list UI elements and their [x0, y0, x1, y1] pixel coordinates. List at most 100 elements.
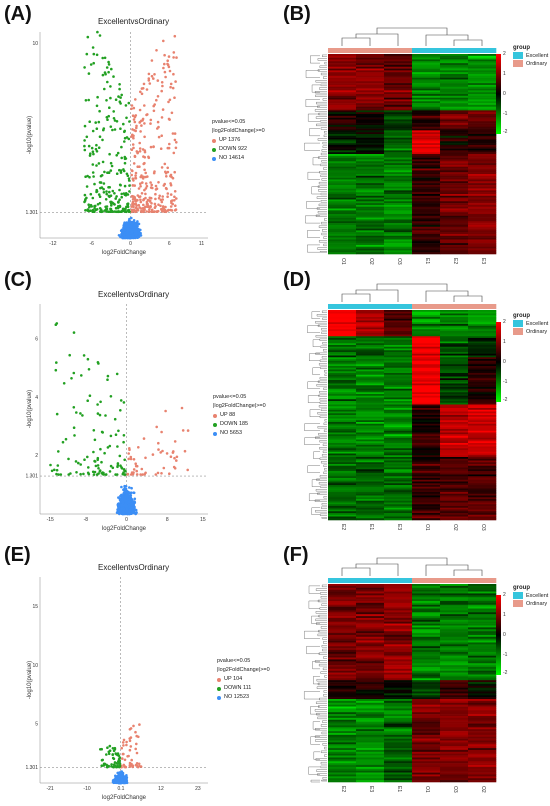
- data-point: [144, 192, 147, 196]
- heatmap-cell: [384, 166, 413, 169]
- heatmap-cell: [328, 150, 357, 153]
- heatmap-cell: [328, 183, 357, 186]
- heatmap-cell: [412, 366, 441, 369]
- data-point: [127, 754, 130, 758]
- heatmap-cell: [412, 497, 441, 500]
- heatmap-cell: [468, 380, 497, 383]
- data-point: [122, 468, 126, 471]
- data-point: [123, 458, 126, 462]
- heatmap-cell: [468, 318, 497, 321]
- heatmap-cell: [356, 430, 385, 433]
- data-point: [128, 184, 131, 187]
- heatmap-cell: [356, 360, 385, 363]
- data-point: [118, 759, 121, 762]
- heatmap-cell: [356, 117, 385, 120]
- column-label: O1: [340, 258, 346, 265]
- heatmap-cell: [384, 420, 413, 423]
- heatmap-cell: [356, 453, 385, 456]
- heatmap-cell: [328, 74, 357, 77]
- data-point: [72, 406, 76, 409]
- heatmap-cell: [440, 184, 469, 188]
- data-point: [81, 414, 84, 417]
- data-point: [156, 79, 160, 82]
- data-point: [157, 448, 160, 451]
- data-point: [128, 500, 132, 504]
- heatmap-cell: [440, 422, 469, 425]
- heatmap-cell: [328, 199, 357, 202]
- heatmap-cell: [356, 90, 385, 93]
- heatmap-cell: [412, 70, 441, 73]
- heatmap-cell: [356, 409, 385, 412]
- heatmap-cell: [384, 190, 413, 193]
- data-point: [119, 409, 122, 412]
- heatmap-cell: [328, 168, 357, 171]
- heatmap-cell: [412, 439, 441, 442]
- heatmap-cell: [440, 139, 469, 142]
- heatmap-cell: [384, 186, 413, 189]
- dendrogram-branch: [324, 370, 327, 373]
- heatmap-cell: [468, 476, 497, 479]
- data-point: [128, 190, 131, 193]
- heatmap-cell: [384, 117, 413, 120]
- data-point: [164, 205, 167, 209]
- heatmap-cell: [440, 54, 469, 57]
- data-point: [146, 175, 149, 178]
- data-point: [132, 491, 136, 495]
- volcano-legend-a: pvalue<=0.05 |log2FoldChange|>=0 UP 1376…: [212, 118, 265, 163]
- heatmap-cell: [356, 443, 385, 446]
- heatmap-cell: [440, 121, 469, 124]
- dendrogram-branch: [317, 247, 327, 250]
- data-point: [136, 207, 139, 211]
- heatmap-cell: [384, 411, 413, 414]
- data-point: [125, 491, 128, 494]
- heatmap-cell: [440, 81, 469, 84]
- heatmap-cell: [328, 164, 357, 168]
- data-point: [108, 106, 111, 109]
- data-point: [132, 118, 136, 121]
- heatmap-cell: [384, 70, 413, 73]
- data-point: [141, 181, 144, 184]
- heatmap-cell: [328, 339, 357, 342]
- heatmap-cell: [468, 230, 497, 233]
- heatmap-cell: [468, 373, 497, 376]
- dendrogram-branch: [315, 510, 327, 513]
- group-annotation-cell: [384, 48, 413, 53]
- heatmap-cell: [384, 217, 413, 220]
- heatmap-cell: [328, 446, 357, 449]
- heatmap-cell: [328, 317, 357, 320]
- heatmap-cell: [356, 366, 385, 369]
- heatmap-cell: [384, 221, 413, 224]
- dendrogram-branch: [322, 454, 327, 457]
- dendrogram-branch: [309, 353, 320, 361]
- heatmap-cell: [328, 453, 357, 456]
- heatmap-cell: [412, 334, 441, 337]
- heatmap-cell: [356, 168, 385, 171]
- heatmap-cell: [412, 183, 441, 186]
- x-tick-label: 6: [168, 241, 171, 247]
- heatmap-cell: [328, 212, 357, 215]
- data-point: [172, 465, 176, 469]
- heatmap-cell: [328, 423, 357, 426]
- data-point: [108, 444, 112, 448]
- heatmap-cell: [328, 230, 357, 233]
- heatmap-cell: [440, 104, 469, 108]
- data-point: [105, 210, 109, 213]
- data-point: [101, 160, 105, 164]
- heatmap-cell: [468, 92, 497, 95]
- heatmap-cell: [328, 121, 357, 124]
- heatmap-cell: [468, 139, 497, 142]
- heatmap-cell: [468, 387, 497, 390]
- legend-up-label: UP 104: [224, 676, 243, 682]
- heatmap-cell: [384, 143, 413, 146]
- heatmap-cell: [384, 376, 413, 379]
- data-point: [93, 438, 97, 442]
- heatmap-cell: [468, 413, 497, 416]
- heatmap-cell: [384, 132, 413, 135]
- data-point: [131, 169, 134, 173]
- heatmap-cell: [412, 469, 441, 472]
- heatmap-cell: [356, 208, 385, 211]
- heatmap-cell: [356, 64, 385, 68]
- data-point: [96, 403, 99, 406]
- heatmap-cell: [468, 457, 497, 460]
- data-point: [144, 182, 148, 185]
